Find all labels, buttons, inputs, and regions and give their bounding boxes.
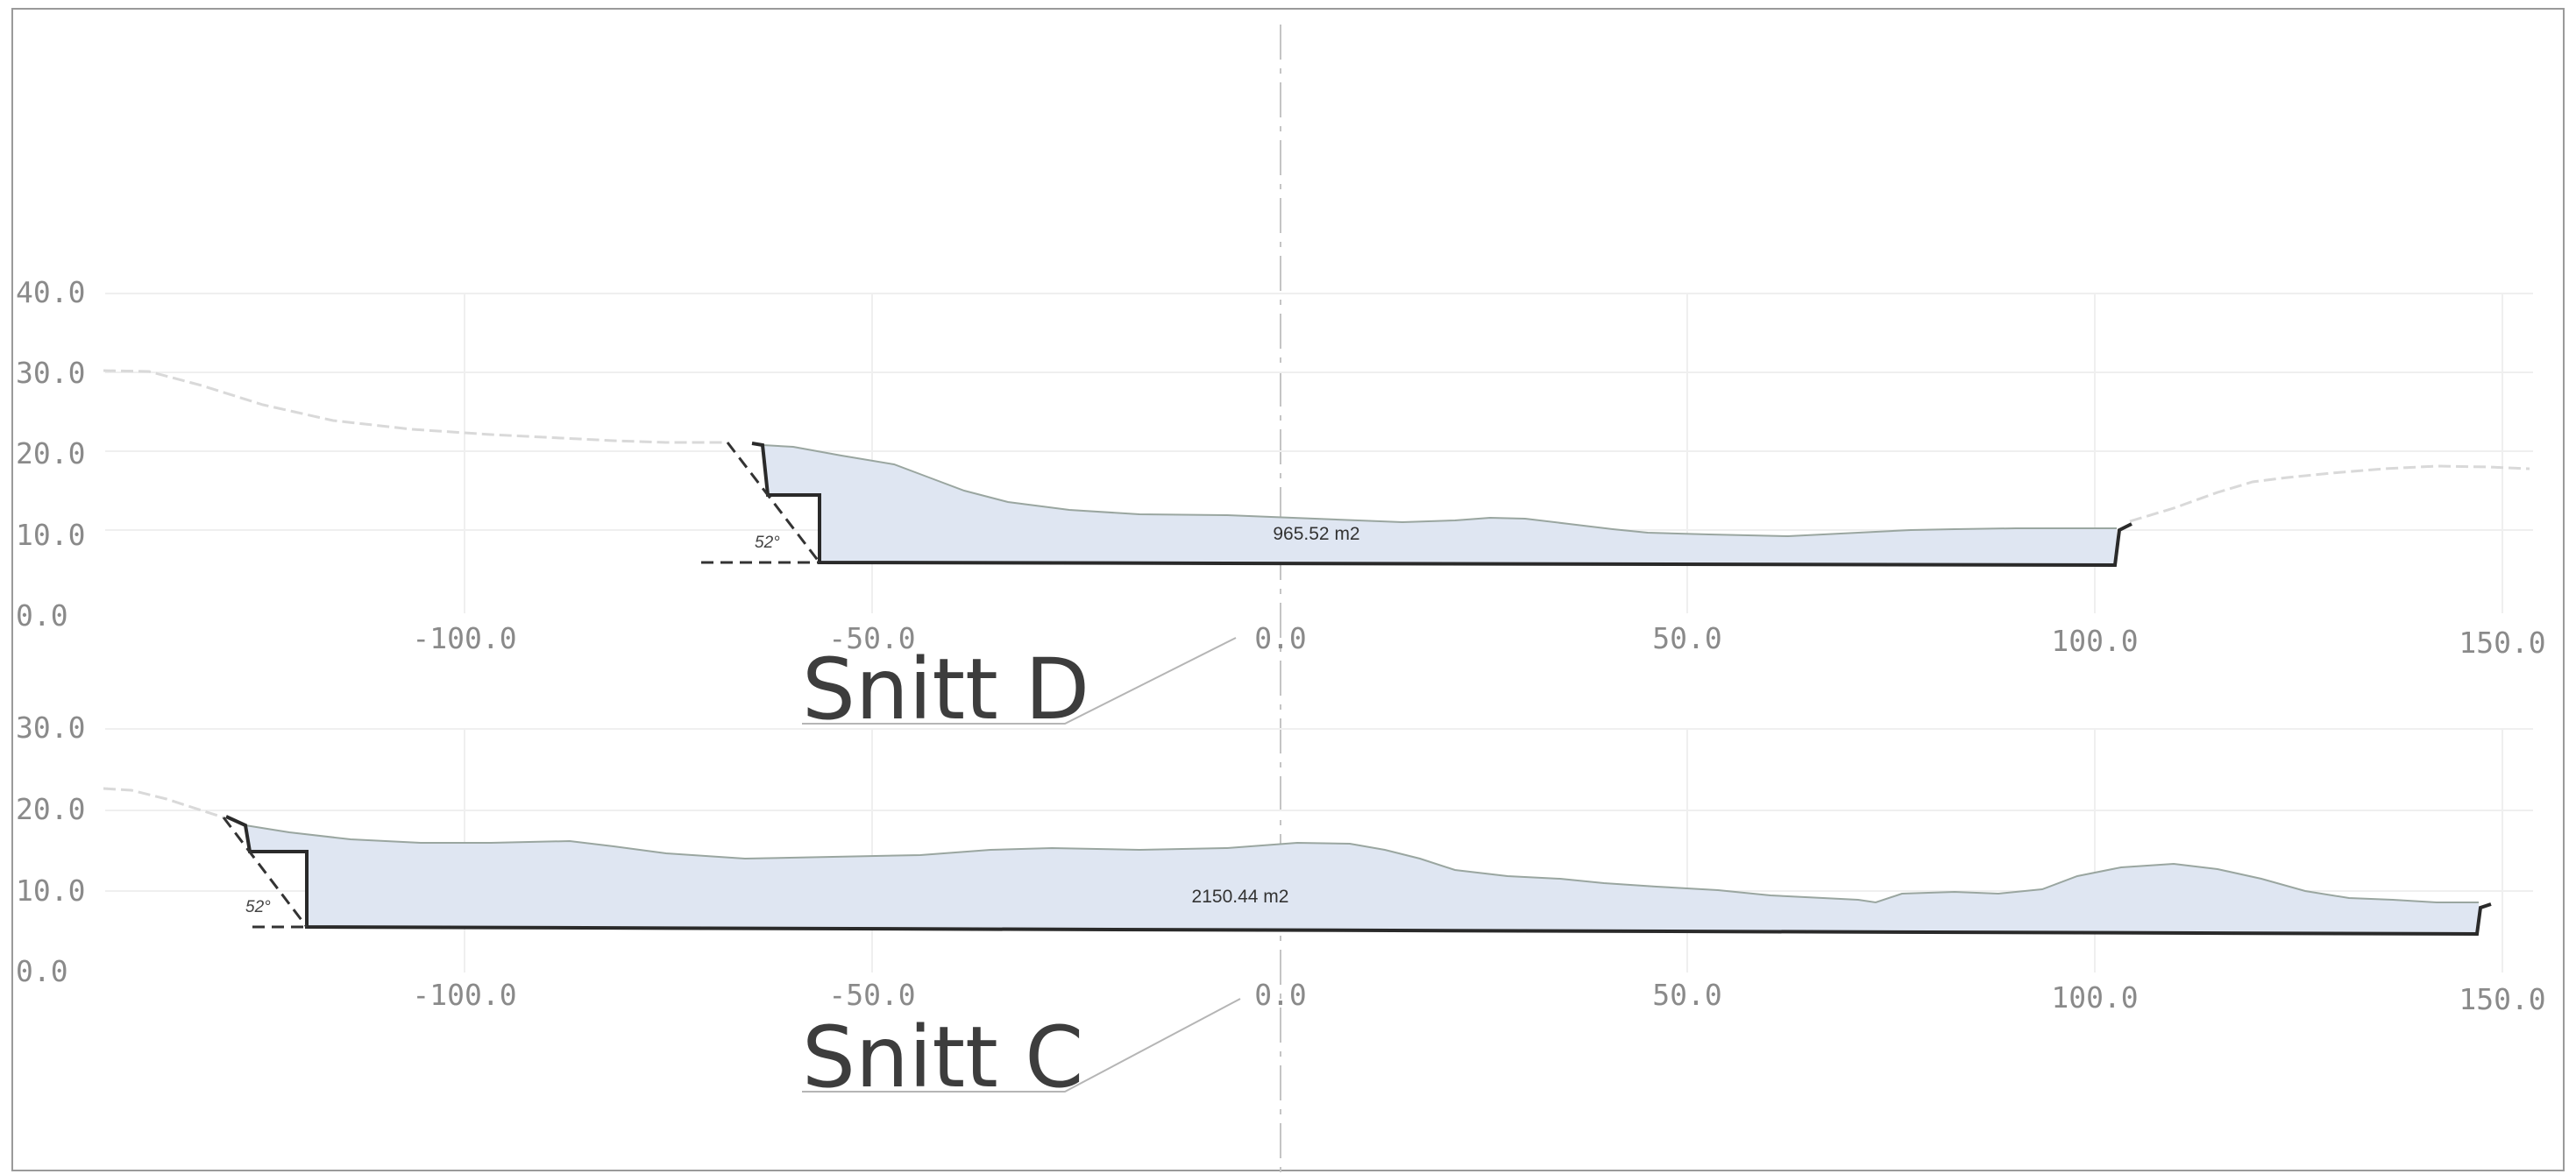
slope-line-snitt-c (222, 817, 309, 928)
terrain-profile-snitt-d (762, 444, 2117, 538)
x-tick-label: 0.0 (1254, 978, 1307, 1012)
terrain-line-snitt-d-right (2129, 464, 2530, 523)
section-snitt-d: 52° 965.52 m2 40.0 30.0 20.0 10.0 0.0 -1… (16, 275, 2546, 739)
excavation-area-snitt-c (245, 825, 2479, 934)
title-leader-snitt-c (802, 998, 1241, 1093)
y-axis-snitt-d: 40.0 30.0 20.0 10.0 0.0 (16, 275, 85, 633)
y-tick-label: 10.0 (16, 873, 85, 908)
y-tick-label: 40.0 (16, 275, 85, 309)
angle-label-snitt-d: 52° (755, 534, 780, 552)
y-tick-label: 30.0 (16, 356, 85, 390)
x-tick-label: 100.0 (2051, 980, 2138, 1015)
excavation-area-snitt-d (763, 445, 2117, 565)
x-tick-label: -50.0 (828, 621, 915, 655)
excavation-outline-snitt-d (751, 442, 2132, 568)
y-tick-label: 0.0 (16, 954, 68, 988)
section-snitt-c: 52° 2150.44 m2 30.0 20.0 10.0 0.0 -100.0… (16, 711, 2546, 1107)
excavation-outline-snitt-c (225, 815, 2492, 937)
x-axis-snitt-c: -100.0 -50.0 0.0 50.0 100.0 150.0 (412, 978, 2545, 1016)
x-tick-label: 0.0 (1254, 621, 1307, 655)
angle-label-snitt-c: 52° (245, 898, 271, 916)
x-tick-label: 50.0 (1652, 621, 1721, 655)
area-label-snitt-c: 2150.44 m2 (1192, 887, 1289, 907)
y-tick-label: 0.0 (16, 598, 68, 633)
y-tick-label: 10.0 (16, 518, 85, 552)
x-tick-label: -100.0 (412, 978, 516, 1012)
y-axis-snitt-c: 30.0 20.0 10.0 0.0 (16, 711, 85, 988)
terrain-profile-snitt-c (245, 824, 2479, 904)
y-tick-label: 20.0 (16, 436, 85, 470)
x-tick-label: 100.0 (2051, 624, 2138, 658)
x-tick-label: 150.0 (2459, 982, 2545, 1016)
x-tick-label: 50.0 (1652, 978, 1721, 1012)
y-tick-label: 20.0 (16, 792, 85, 826)
x-tick-label: -50.0 (828, 978, 915, 1012)
slope-line-snitt-d (726, 442, 821, 563)
area-label-snitt-d: 965.52 m2 (1273, 524, 1359, 544)
grid-snitt-d (105, 293, 2533, 613)
title-leader-snitt-d (802, 637, 1237, 725)
x-tick-label: 150.0 (2459, 626, 2545, 660)
sheet-border (11, 8, 2565, 1171)
y-tick-label: 30.0 (16, 711, 85, 745)
terrain-line-snitt-c (103, 787, 224, 819)
x-tick-label: -100.0 (412, 621, 516, 655)
section-title-snitt-d: Snitt D (802, 640, 1089, 739)
terrain-line-snitt-d (103, 369, 727, 444)
section-title-snitt-c: Snitt C (802, 1008, 1083, 1107)
x-axis-snitt-d: -100.0 -50.0 0.0 50.0 100.0 150.0 (412, 621, 2545, 660)
